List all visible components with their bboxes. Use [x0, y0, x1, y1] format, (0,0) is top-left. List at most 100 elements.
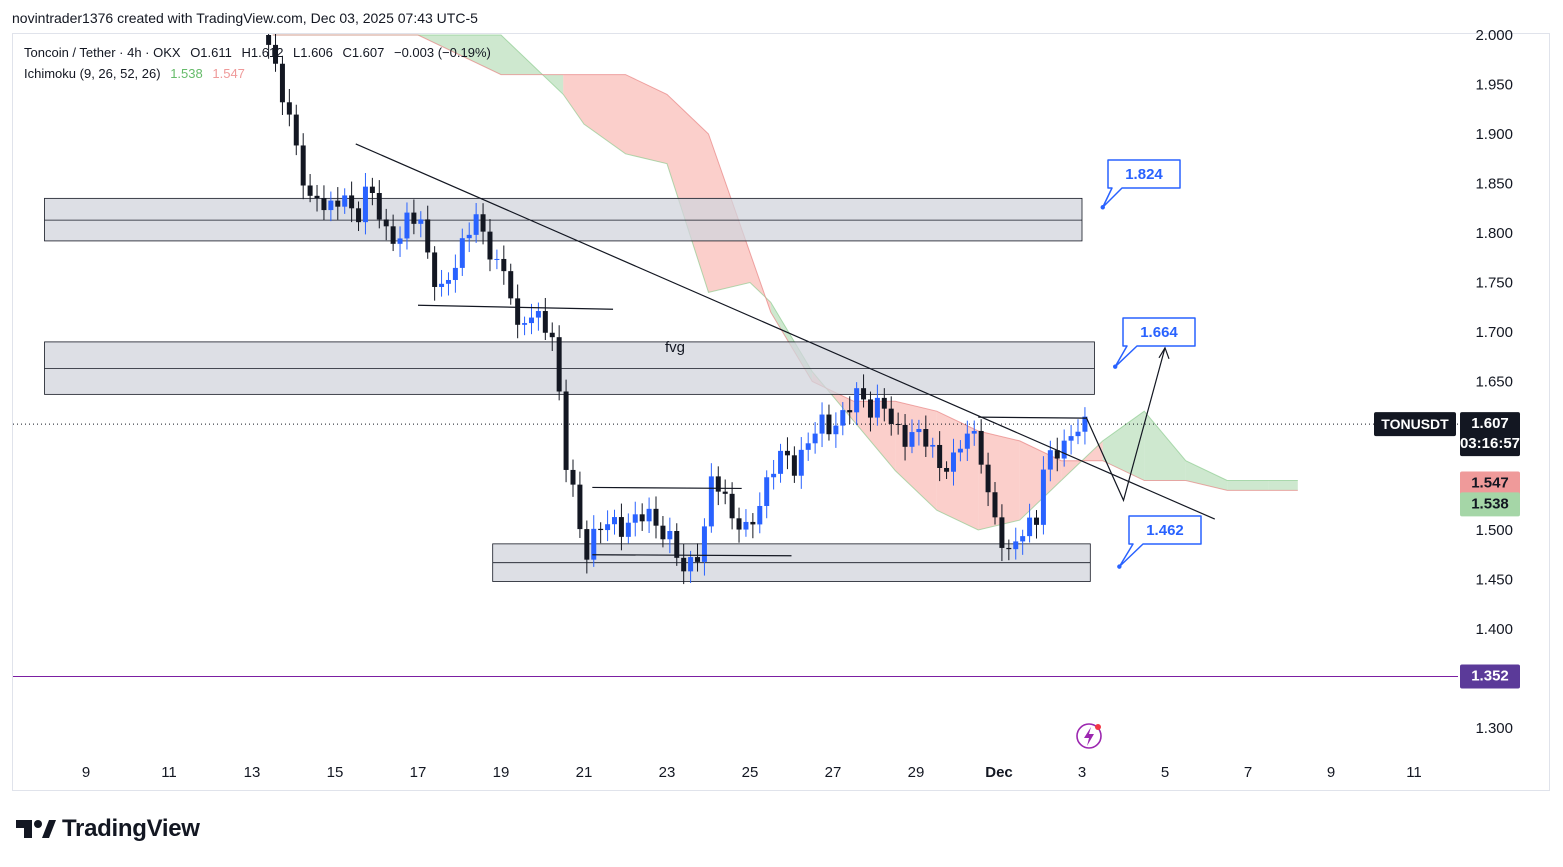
candle-down	[577, 484, 583, 530]
candle-down	[750, 521, 756, 525]
x-tick-label: 19	[493, 764, 510, 781]
x-tick-label: 11	[1406, 764, 1422, 781]
candle-down	[791, 455, 797, 476]
candle-down	[902, 424, 908, 447]
level-tag: 1.352	[1460, 664, 1520, 689]
candle-down	[695, 557, 701, 562]
kumo-bear-segment	[895, 401, 937, 511]
legend-change: −0.003 (−0.19%)	[393, 45, 491, 60]
level-tag-text: 1.352	[1471, 668, 1509, 685]
callout-bubble	[1102, 159, 1181, 209]
candle-down	[383, 219, 389, 227]
candles	[266, 34, 1088, 585]
candle-down	[999, 517, 1005, 548]
candle-up	[757, 505, 763, 525]
y-tick-label: 1.500	[1475, 522, 1513, 539]
candle-up	[950, 452, 956, 472]
candle-up	[473, 214, 479, 235]
candle-down	[618, 517, 624, 537]
kumo-bear-segment	[936, 411, 979, 530]
candle-down	[598, 528, 604, 531]
candle-down	[1054, 450, 1060, 459]
candle-down	[681, 557, 687, 572]
candle-down	[985, 464, 991, 493]
candle-up	[812, 433, 818, 444]
upper-zone	[44, 197, 1083, 242]
y-tick-label: 1.800	[1475, 225, 1513, 242]
candle-up	[1082, 416, 1088, 432]
x-tick-label: 17	[410, 764, 427, 781]
kumo-bear-segment	[667, 94, 709, 293]
candle-down	[1034, 517, 1040, 525]
last-price-tag-text: 1.607	[1471, 415, 1509, 432]
candle-up	[528, 317, 534, 324]
candle-down	[729, 493, 735, 519]
candle-down	[867, 399, 873, 418]
descending-trendline	[355, 143, 1216, 520]
callout-1-664: 1.664	[1113, 317, 1196, 369]
candle-up	[764, 477, 770, 506]
symbol-tag: TONUSDT	[1374, 412, 1456, 437]
candle-up	[805, 443, 811, 450]
candle-down	[736, 518, 742, 530]
legend-symbol: Toncoin / Tether · 4h · OKX	[24, 45, 181, 60]
x-tick-label: 9	[82, 764, 90, 781]
y-tick-label: 1.650	[1475, 374, 1513, 391]
y-tick-label: 1.850	[1475, 176, 1513, 193]
callout-anchor-dot	[1100, 205, 1105, 210]
plot-area	[13, 34, 1458, 678]
tradingview-logo[interactable]: TradingView	[16, 815, 200, 843]
candle-down	[508, 271, 514, 299]
candle-up	[1061, 440, 1067, 459]
legend-high: H1.612	[241, 45, 284, 60]
legend-open: O1.611	[190, 45, 232, 60]
callout-bubble	[1118, 515, 1202, 568]
candle-down	[273, 44, 279, 64]
candle-down	[432, 252, 438, 287]
candle-up	[445, 279, 451, 284]
candle-up	[1040, 469, 1046, 525]
candle-up	[964, 433, 970, 449]
flash-icon-bolt	[1084, 727, 1094, 746]
chart-frame[interactable]	[12, 33, 1550, 791]
candle-down	[425, 219, 431, 253]
level-tag-box	[1460, 664, 1520, 689]
candle-up	[591, 528, 597, 560]
candle-down	[411, 212, 417, 224]
candle-up	[625, 522, 631, 537]
candle-up	[798, 449, 804, 476]
candle-up	[688, 557, 694, 572]
candle-down	[584, 529, 590, 560]
candle-down	[674, 530, 680, 558]
candle-up	[771, 473, 777, 478]
y-tick-label: 2.000	[1475, 27, 1513, 44]
candle-up	[743, 521, 749, 530]
candle-up	[418, 219, 424, 224]
candle-down	[356, 208, 362, 223]
candle-down	[639, 514, 645, 522]
legend-close: C1.607	[342, 45, 385, 60]
candle-up	[1020, 536, 1026, 542]
candle-down	[279, 63, 285, 103]
tradingview-logo-icon	[16, 820, 56, 838]
senkou-a-tag-text: 1.547	[1471, 474, 1509, 491]
candle-up	[605, 524, 611, 531]
candle-down	[369, 186, 375, 193]
y-tick-label: 1.900	[1475, 126, 1513, 143]
kumo-bear-segment	[563, 74, 584, 125]
candle-up	[778, 450, 784, 474]
fvg-zone	[44, 341, 1095, 395]
candle-up	[1047, 450, 1053, 470]
candle-down	[376, 192, 382, 220]
candle-up	[362, 186, 368, 223]
candle-up	[840, 410, 846, 426]
senkou-b-tag-box	[1460, 492, 1520, 517]
candle-up	[819, 414, 825, 434]
callout-label: 1.462	[1146, 522, 1184, 539]
kumo-bull-segment	[1227, 480, 1269, 491]
last-price-tag-box	[1460, 412, 1520, 457]
candle-down	[549, 332, 555, 338]
candle-up	[1027, 517, 1033, 537]
x-tick-label: 5	[1161, 764, 1169, 781]
